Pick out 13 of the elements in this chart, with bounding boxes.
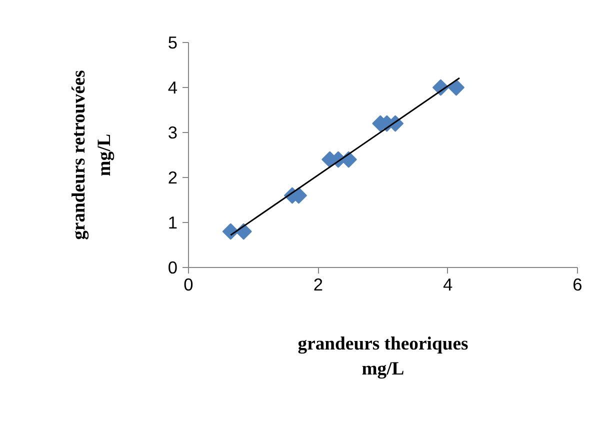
x-tick-label: 4 xyxy=(443,274,454,294)
y-tick-label: 3 xyxy=(168,122,178,142)
x-tick-label: 6 xyxy=(572,274,582,294)
x-axis-title: grandeurs theoriques mg/L xyxy=(298,334,468,380)
y-tick-label: 0 xyxy=(168,258,178,278)
point xyxy=(448,79,465,96)
x-tick-label: 2 xyxy=(313,274,323,294)
y-tick-label: 1 xyxy=(168,212,178,232)
y-axis-title: grandeurs retrouvées mg/L xyxy=(68,70,115,240)
y-tick-label: 4 xyxy=(168,78,178,98)
y-tick-label: 5 xyxy=(168,32,178,52)
x-tick-label: 0 xyxy=(184,274,194,294)
y-tick-label: 2 xyxy=(168,168,178,188)
